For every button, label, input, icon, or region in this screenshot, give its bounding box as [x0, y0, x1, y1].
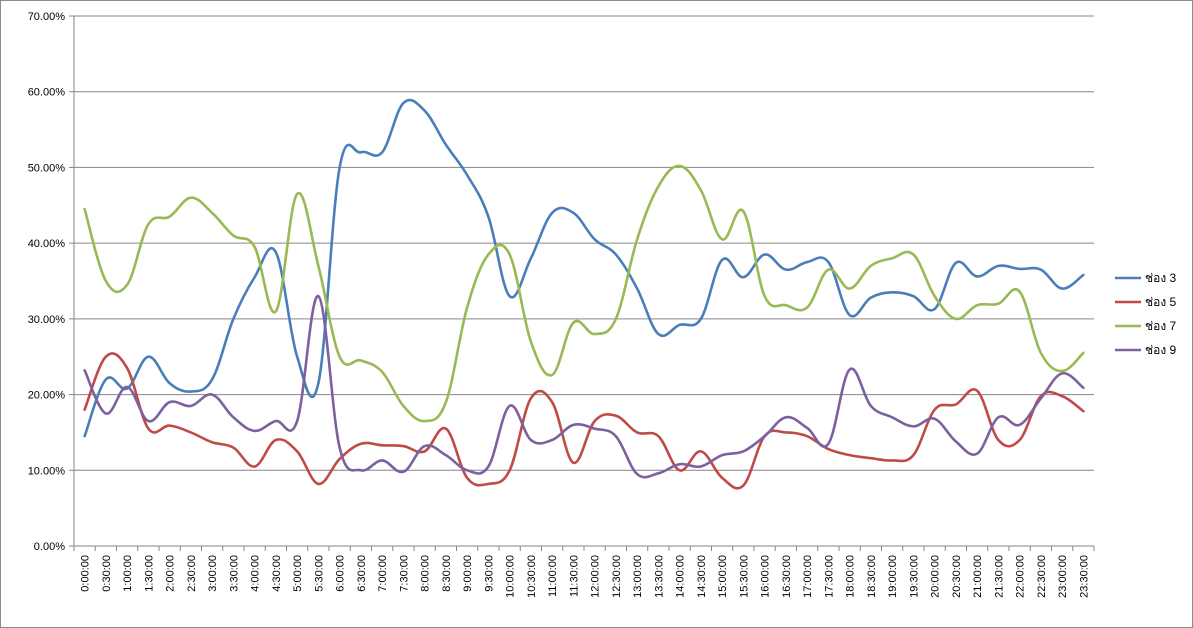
x-tick-label: 4:00:00 [250, 555, 262, 592]
x-tick-label: 20:30:00 [951, 555, 963, 598]
x-tick-label: 19:30:00 [908, 555, 920, 598]
y-tick-label: 50.00% [28, 162, 66, 174]
x-tick-label: 19:00:00 [887, 555, 899, 598]
x-tick-label: 3:30:00 [228, 555, 240, 592]
x-tick-label: 22:30:00 [1036, 555, 1048, 598]
x-tick-label: 20:00:00 [930, 555, 942, 598]
y-tick-label: 70.00% [28, 11, 66, 23]
x-tick-label: 7:30:00 [398, 555, 410, 592]
x-tick-label: 23:00:00 [1057, 555, 1069, 598]
x-tick-label: 11:00:00 [547, 555, 559, 597]
axis-layer: 0.00% 10.00% 20.00% 30.00% 40.00% 50.00% 60.00… [28, 11, 1095, 598]
x-tick-label: 9:00:00 [462, 555, 474, 592]
x-tick-label: 0:30:00 [101, 555, 113, 592]
x-tick-label: 11:30:00 [568, 555, 580, 597]
x-tick-label: 2:00:00 [165, 555, 177, 592]
y-tick-label: 0.00% [34, 541, 65, 553]
x-tick-label: 6:30:00 [356, 555, 368, 592]
x-tick-label: 12:00:00 [590, 555, 602, 598]
x-tick-label: 8:00:00 [420, 555, 432, 592]
y-tick-label: 10.00% [28, 465, 66, 477]
x-tick-label: 7:00:00 [377, 555, 389, 592]
x-tick-label: 23:30:00 [1078, 555, 1090, 598]
x-tick-label: 15:30:00 [738, 555, 750, 598]
series-line-2 [83, 352, 1085, 490]
x-tick-label: 21:30:00 [993, 555, 1005, 598]
x-tick-label: 10:30:00 [526, 555, 538, 598]
x-tick-label: 15:00:00 [717, 555, 729, 598]
x-tick-label: 21:00:00 [972, 555, 984, 598]
x-tick-label: 10:00:00 [505, 555, 517, 598]
x-tick-label: 14:00:00 [675, 555, 687, 598]
x-tick-label: 1:00:00 [122, 555, 134, 592]
x-tick-label: 18:00:00 [845, 555, 857, 598]
x-tick-label: 18:30:00 [866, 555, 878, 598]
grid-layer [74, 15, 1094, 471]
x-tick-label: 0:00:00 [80, 555, 92, 592]
y-tick-label: 40.00% [28, 238, 66, 250]
x-tick-label: 17:30:00 [823, 555, 835, 598]
x-tick-label: 9:30:00 [483, 555, 495, 592]
y-tick-label: 20.00% [28, 390, 66, 402]
x-tick-label: 6:00:00 [335, 555, 347, 592]
x-tick-label: 1:30:00 [143, 555, 155, 592]
x-tick-label: 14:30:00 [696, 555, 708, 598]
x-tick-label: 3:00:00 [207, 555, 219, 592]
series-line-1 [83, 98, 1085, 438]
series-line-3 [83, 164, 1085, 423]
x-tick-label: 5:00:00 [292, 555, 304, 592]
legend-label-4: ช่อง 9 [1145, 343, 1177, 357]
x-tick-label: 16:00:00 [760, 555, 772, 598]
series-layer [83, 98, 1085, 490]
y-tick-label: 30.00% [28, 314, 66, 326]
x-tick-label: 4:30:00 [271, 555, 283, 592]
x-tick-label: 22:00:00 [1015, 555, 1027, 598]
x-tick-label: 12:30:00 [611, 555, 623, 598]
x-tick-label: 13:30:00 [653, 555, 665, 598]
x-tick-label: 13:00:00 [632, 555, 644, 598]
y-tick-label: 60.00% [28, 87, 66, 99]
x-tick-label: 16:30:00 [781, 555, 793, 598]
series-line-4 [83, 294, 1085, 479]
x-tick-label: 8:30:00 [441, 555, 453, 592]
x-tick-label: 2:30:00 [186, 555, 198, 592]
x-tick-label: 17:00:00 [802, 555, 814, 598]
legend: ช่อง 3 ช่อง 5 ช่อง 7 ช่อง 9 [1115, 271, 1177, 357]
legend-label-3: ช่อง 7 [1145, 319, 1177, 333]
legend-label-2: ช่อง 5 [1145, 295, 1177, 309]
x-tick-label: 5:30:00 [313, 555, 325, 592]
legend-label-1: ช่อง 3 [1145, 271, 1177, 285]
